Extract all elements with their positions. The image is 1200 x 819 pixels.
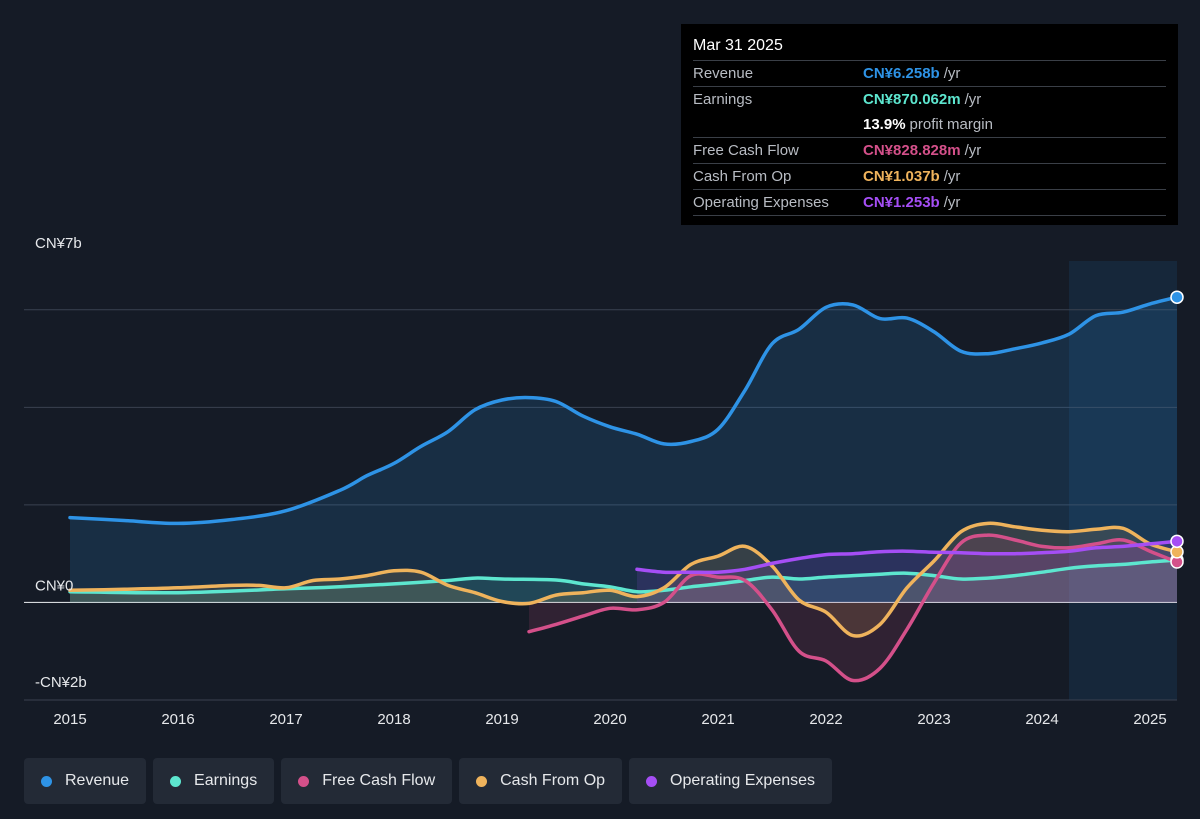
legend-label: Operating Expenses [670,772,816,789]
tooltip-label: Operating Expenses [693,194,829,211]
tooltip-divider [693,215,1166,216]
x-tick-label: 2021 [701,711,734,728]
tooltip-row-operating-expenses: Operating Expenses CN¥1.253b /yr [693,189,1166,215]
revenue-line [68,295,1179,526]
series-fills [70,297,1177,681]
tooltip-label: Free Cash Flow [693,142,799,159]
legend-item-cash-from-op[interactable]: Cash From Op [459,758,623,804]
tooltip-value: CN¥1.253b [863,194,940,211]
x-tick-label: 2025 [1133,711,1166,728]
legend-label: Cash From Op [500,772,606,789]
x-tick-label: 2015 [53,711,86,728]
tooltip-label [693,112,863,137]
highlight-region [1069,261,1177,700]
revenue-area [70,297,1177,603]
y-tick-label: -CN¥2b [35,674,87,691]
legend-item-free-cash-flow[interactable]: Free Cash Flow [281,758,453,804]
legend-label: Revenue [65,772,130,789]
tooltip-value: CN¥828.828m [863,142,961,159]
legend-dot-icon [476,775,488,787]
x-tick-label: 2019 [485,711,518,728]
legend-label: Free Cash Flow [322,772,436,789]
y-tick-label: CN¥7b [35,235,82,252]
tooltip-value: CN¥870.062m [863,91,961,108]
y-tick-label: CN¥0 [35,577,73,594]
tooltip-row-free-cash-flow: Free Cash Flow CN¥828.828m /yr [693,137,1166,163]
free-cash-flow-area [529,535,1177,681]
legend-item-earnings[interactable]: Earnings [153,758,275,804]
tooltip-unit: profit margin [909,116,993,133]
x-tick-label: 2023 [917,711,950,728]
tooltip-label: Revenue [693,65,754,82]
operating-expenses-end-point [1170,534,1184,549]
x-tick-label: 2020 [593,711,626,728]
tooltip-value: CN¥1.037b [863,168,940,185]
x-tick-label: 2022 [809,711,842,728]
legend-dot-icon [170,775,182,787]
tooltip-unit: /yr [943,168,961,185]
operating-expenses-line [635,539,1179,575]
tooltip-unit: /yr [943,65,961,82]
legend-item-operating-expenses[interactable]: Operating Expenses [629,758,833,804]
tooltip-label: Earnings [693,91,753,108]
revenue-end-point [1170,290,1184,304]
tooltip-row-earnings: Earnings CN¥870.062m /yr [693,86,1166,112]
x-tick-label: 2016 [161,711,194,728]
x-tick-label: 2017 [269,711,302,728]
free-cash-flow-line [527,533,1179,683]
legend-item-revenue[interactable]: Revenue [24,758,147,804]
tooltip-unit: /yr [943,194,961,211]
tooltip-unit: /yr [964,142,982,159]
tooltip-row-profit-margin: 13.9% profit margin [693,112,1166,137]
legend-dot-icon [646,775,658,787]
x-tick-label: 2018 [377,711,410,728]
gridlines [24,309,1177,701]
tooltip-value: 13.9% [863,116,906,133]
tooltip-date: Mar 31 2025 [693,37,783,54]
tooltip-label: Cash From Op [693,168,792,185]
cash-from-op-line [68,521,1179,638]
series-end-markers [1170,290,1184,569]
earnings-line [68,558,1179,595]
tooltip-row-cash-from-op: Cash From Op CN¥1.037b /yr [693,163,1166,189]
series-lines [68,295,1179,683]
tooltip-unit: /yr [964,91,982,108]
legend: Revenue Earnings Free Cash Flow Cash Fro… [24,758,833,804]
legend-dot-icon [41,775,52,787]
x-tick-label: 2024 [1025,711,1058,728]
tooltip-value: CN¥6.258b [863,65,940,82]
legend-dot-icon [298,775,310,787]
tooltip-row-revenue: Revenue CN¥6.258b /yr [693,60,1166,86]
legend-label: Earnings [194,772,258,789]
tooltip-panel: Mar 31 2025 Revenue CN¥6.258b /yr Earnin… [681,24,1178,225]
axis-labels: CN¥7b CN¥0 -CN¥2b 2015 2016 2017 2018 2019 2020 2… [35,235,1167,728]
earnings-area [70,560,1177,603]
